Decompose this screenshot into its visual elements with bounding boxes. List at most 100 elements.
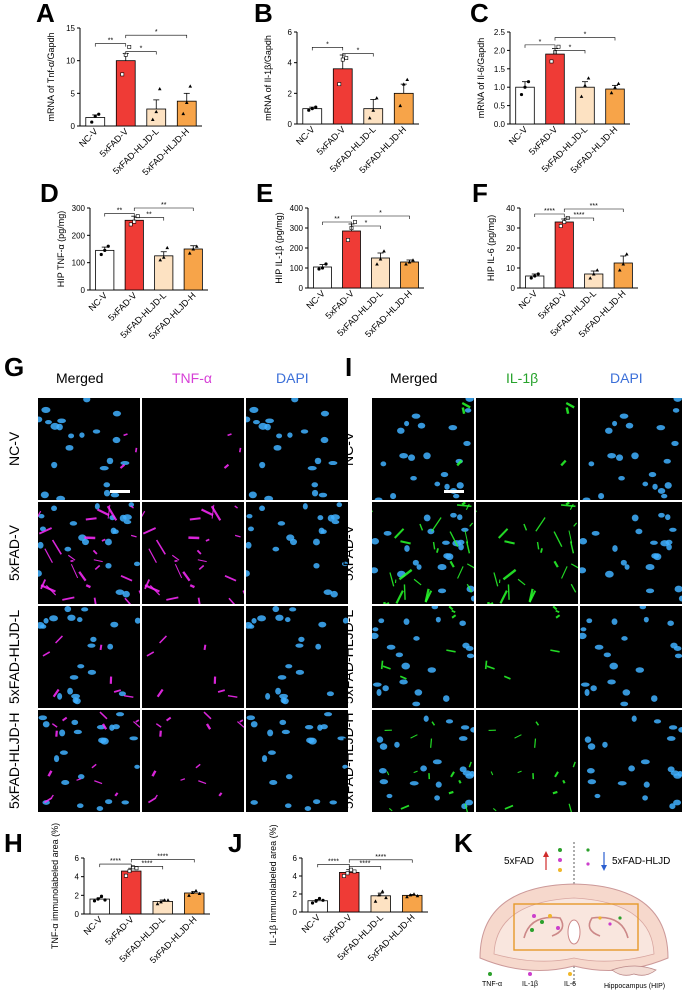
sig-label: * — [539, 39, 542, 46]
y-tick-label: 1.0 — [494, 83, 506, 92]
sig-label: * — [569, 44, 572, 51]
data-point — [158, 258, 163, 262]
data-point — [314, 899, 318, 903]
y-tick-label: 0 — [71, 122, 76, 131]
bar-j-2 — [370, 895, 391, 913]
y-tick-label: 5 — [71, 89, 76, 98]
y-tick-label: 0.0 — [494, 120, 506, 129]
data-point — [373, 899, 378, 903]
data-point — [340, 57, 345, 62]
micrograph-i-0-0 — [372, 398, 474, 500]
data-point — [617, 268, 622, 272]
micrograph-g-3-0 — [38, 710, 140, 812]
data-point — [106, 244, 110, 248]
x-tick-label: 5xFAD-V — [103, 914, 136, 947]
data-point — [558, 224, 563, 228]
sig-label: *** — [590, 203, 598, 210]
y-tick-label: 0 — [288, 120, 293, 129]
y-tick-label: 0 — [75, 910, 80, 919]
data-point — [120, 72, 125, 77]
micrograph-i-1-1 — [476, 502, 578, 604]
sig-label: ** — [117, 207, 123, 214]
sig-label: * — [357, 47, 360, 54]
y-tick-label: 6 — [288, 28, 293, 37]
micrograph-g-2-1 — [142, 606, 244, 708]
bar-c-3 — [605, 88, 625, 125]
bar-c-2 — [575, 86, 595, 125]
hippocampus-label: Hippocampus (HIP) — [604, 983, 665, 990]
data-point — [529, 276, 533, 280]
data-point — [616, 81, 621, 86]
sig-label: ** — [146, 212, 152, 219]
micrograph-panel-g: Merged TNF-α DAPI NC-V 5xFAD-V 5xFAD-HLJD-L 5x… — [6, 368, 348, 823]
y-tick-label: 300 — [290, 224, 304, 233]
data-point — [321, 898, 325, 902]
channel-title: DAPI — [610, 370, 643, 386]
data-point — [533, 274, 537, 278]
sig-bracket — [342, 53, 374, 57]
data-point — [624, 252, 629, 256]
data-point — [165, 245, 170, 250]
data-point — [150, 117, 155, 121]
data-point — [536, 272, 540, 276]
sig-bracket — [104, 213, 135, 217]
sig-bracket — [524, 44, 556, 48]
panel-letter-d: D — [40, 178, 59, 208]
row-label: 5xFAD-HLJD-L — [6, 609, 22, 704]
micrograph-i-3-2 — [580, 710, 682, 812]
legend-il6: IL-6 — [564, 981, 576, 988]
data-point — [405, 77, 410, 82]
data-point — [375, 262, 379, 266]
sig-bracket — [311, 47, 344, 51]
data-point — [588, 276, 593, 280]
y-tick-label: 2 — [293, 890, 298, 899]
panel-letter-a: A — [36, 0, 55, 28]
data-point — [556, 44, 561, 49]
sig-label: * — [326, 41, 329, 48]
data-point — [314, 105, 318, 109]
y-axis-label: HIP IL-1β (pg/mg) — [274, 212, 284, 284]
bar-e-0 — [313, 266, 332, 289]
data-point — [93, 114, 97, 118]
bar-d-2 — [154, 255, 174, 291]
channel-title: TNF-α — [172, 370, 212, 386]
bar-b-1 — [332, 68, 353, 125]
sig-bracket — [351, 215, 410, 219]
schematic-right-label: 5xFAD-HLJD — [612, 856, 670, 867]
x-tick-label: NC-V — [507, 124, 530, 147]
data-point — [191, 247, 196, 251]
data-point — [349, 867, 353, 872]
hippocampus-box — [513, 903, 639, 951]
y-tick-label: 4 — [75, 873, 80, 882]
sig-label: **** — [157, 853, 168, 860]
bar-a-0 — [85, 117, 106, 127]
x-tick-label: NC-V — [82, 914, 105, 937]
schematic-k: 5xFAD 5xFAD-HLJD TNF-α IL-1β IL-6 Hippoc… — [479, 842, 670, 990]
data-point — [97, 112, 101, 116]
data-point — [367, 116, 372, 120]
data-point — [621, 262, 626, 266]
x-tick-label: NC-V — [304, 288, 327, 311]
data-point — [155, 901, 160, 906]
sig-label: **** — [110, 858, 121, 865]
data-point — [586, 76, 591, 80]
channel-title: Merged — [56, 370, 104, 386]
data-point — [382, 249, 386, 253]
sig-bracket — [348, 866, 382, 870]
sig-bracket — [534, 213, 565, 217]
schematic-left-label: 5xFAD — [504, 856, 534, 867]
bar-e-1 — [342, 230, 361, 289]
data-point — [99, 894, 104, 898]
micrograph-g-3-1 — [142, 710, 244, 812]
panel-letter-e: E — [256, 178, 274, 208]
y-tick-label: 4 — [293, 872, 298, 881]
data-point — [317, 267, 321, 271]
y-tick-label: 0.5 — [494, 102, 506, 111]
data-point — [408, 893, 413, 897]
sig-bracket — [351, 225, 381, 229]
data-point — [188, 84, 193, 88]
y-tick-label: 6 — [75, 854, 80, 863]
data-point — [415, 894, 420, 898]
data-point — [344, 56, 349, 60]
